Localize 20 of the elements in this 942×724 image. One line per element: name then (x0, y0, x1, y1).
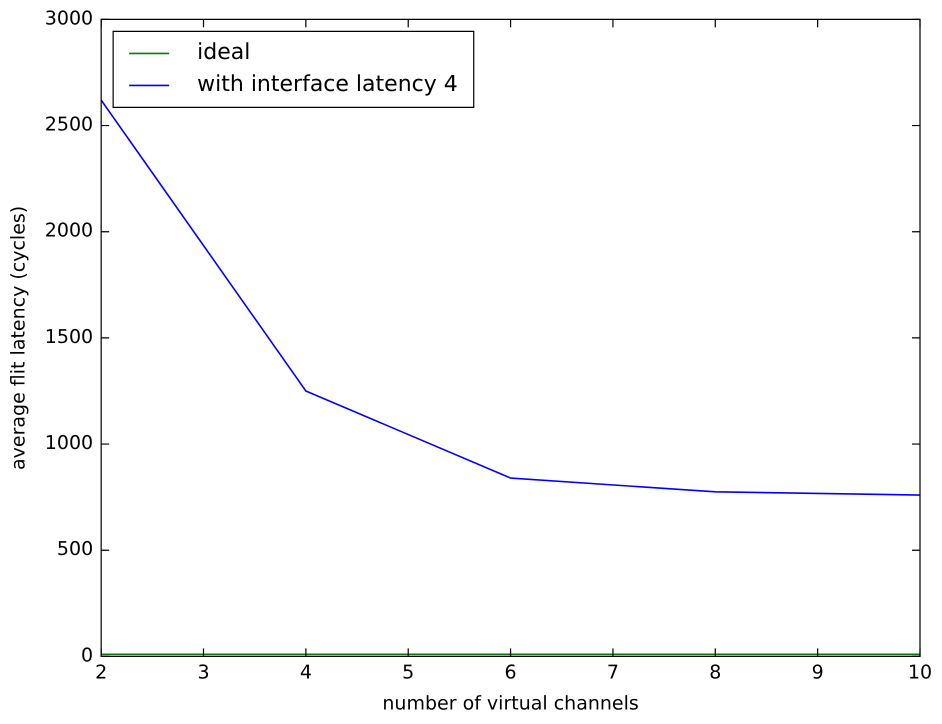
x-tick-label: 6 (504, 662, 517, 684)
y-tick-label: 500 (56, 538, 94, 560)
y-tick-label: 2000 (44, 220, 94, 242)
y-tick-label: 1000 (44, 432, 94, 454)
y-tick-label: 2500 (44, 114, 94, 136)
y-axis-title: average flit latency (cycles) (7, 206, 30, 470)
y-tick-label: 3000 (44, 7, 94, 30)
x-tick-label: 4 (300, 662, 312, 684)
legend-label: with interface latency 4 (197, 72, 458, 98)
y-tick-label: 1500 (44, 326, 94, 348)
x-tick-label: 5 (402, 662, 414, 684)
x-tick-label: 8 (709, 662, 722, 684)
x-tick-label: 7 (606, 662, 619, 684)
x-tick-label: 9 (812, 662, 824, 684)
x-tick-label: 2 (95, 662, 108, 684)
x-axis-title: number of virtual channels (382, 692, 639, 715)
x-tick-label: 3 (197, 662, 210, 684)
legend-label: ideal (197, 40, 250, 66)
y-tick-label: 0 (81, 644, 94, 666)
x-tick-label: 10 (908, 662, 932, 684)
